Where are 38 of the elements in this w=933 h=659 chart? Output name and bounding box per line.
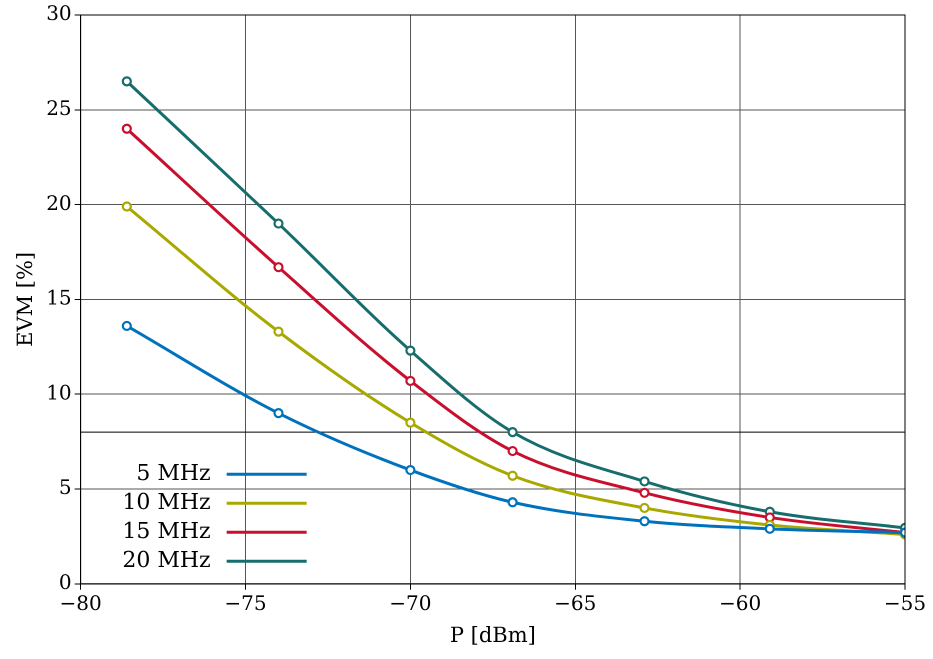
point — [639, 516, 650, 526]
point — [405, 418, 416, 428]
y-tick-label: 10 — [46, 380, 72, 404]
point — [508, 497, 518, 508]
x-axis-title: P [dBm] — [450, 622, 536, 647]
legend-label: 15 MHz — [122, 519, 211, 544]
point — [508, 470, 518, 481]
x-tick-label: −55 — [884, 591, 926, 616]
y-tick-label: 5 — [58, 475, 72, 500]
point — [639, 488, 650, 498]
point — [122, 201, 132, 212]
point — [273, 326, 284, 337]
x-tick-label: −65 — [554, 591, 596, 616]
point — [122, 320, 132, 332]
y-tick-label: 30 — [46, 1, 72, 26]
point — [122, 76, 132, 86]
legend-label: 5 MHz — [136, 461, 211, 486]
point — [639, 476, 650, 487]
x-tick-label: −70 — [389, 591, 432, 616]
point — [405, 376, 416, 386]
legend-label: 10 MHz — [122, 490, 211, 516]
y-tick-label: 25 — [46, 96, 72, 120]
legend-label: 20 MHz — [122, 548, 211, 574]
point — [273, 218, 284, 229]
point — [273, 262, 284, 272]
x-tick-label: −60 — [719, 591, 762, 616]
point — [639, 502, 650, 514]
x-tick-label: −75 — [224, 591, 267, 616]
point — [405, 345, 416, 356]
y-axis-title: EVM [%] — [13, 252, 38, 347]
point — [508, 427, 518, 438]
y-tick-label: 20 — [46, 190, 72, 215]
point — [508, 446, 518, 456]
point — [273, 408, 284, 418]
point — [764, 524, 775, 534]
point — [405, 464, 416, 476]
point — [122, 124, 132, 134]
y-tick-label: 15 — [46, 286, 72, 310]
